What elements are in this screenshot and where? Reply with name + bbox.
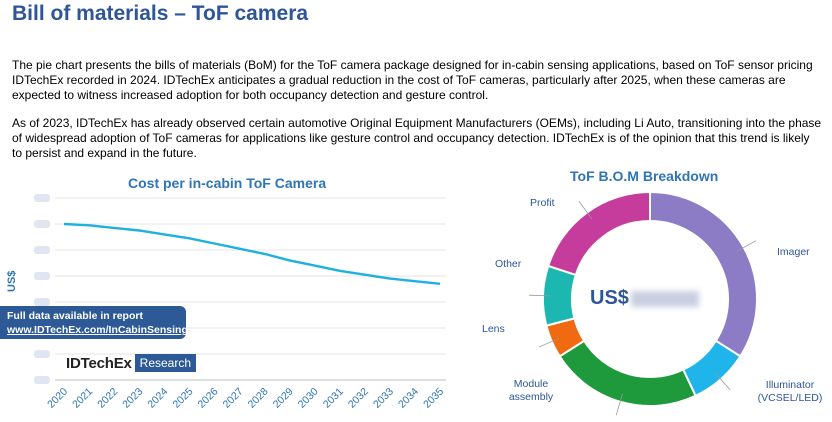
line-chart-title: Cost per in-cabin ToF Camera — [128, 175, 327, 191]
obscured-value — [630, 290, 699, 307]
obscured-y-tick — [34, 194, 50, 202]
leader-line — [715, 372, 731, 391]
x-tick-label: 2034 — [396, 386, 421, 411]
x-tick-label: 2027 — [221, 386, 246, 411]
x-tick-label: 2028 — [246, 386, 271, 411]
x-tick-label: 2031 — [321, 386, 346, 411]
leader-line — [529, 294, 552, 297]
banner-text: Full data available in report — [7, 310, 143, 322]
center-currency: US$ — [590, 287, 629, 309]
cost-line-chart: 2020 2021 2022 2023 2024 2025 2026 2027 2028 2029… — [34, 194, 446, 411]
logo-research: Research — [134, 354, 197, 372]
pie-chart-title: ToF B.O.M Breakdown — [570, 168, 719, 184]
x-tick-label: 2022 — [95, 386, 120, 411]
oem-paragraph: As of 2023, IDTechEx has already observe… — [12, 116, 822, 160]
cost-series-line — [63, 222, 441, 285]
donut-slice — [546, 190, 651, 277]
label-other: Other — [495, 258, 522, 270]
idtechex-logo: IDTechEx Research — [66, 354, 197, 372]
obscured-y-tick — [34, 220, 50, 228]
donut-slice — [558, 339, 697, 407]
x-tick-label: 2024 — [145, 386, 170, 411]
y-axis-label: US$ — [6, 270, 18, 292]
x-tick-label: 2029 — [271, 386, 296, 411]
label-lens: Lens — [482, 323, 505, 335]
obscured-y-tick — [34, 350, 50, 358]
x-tick-label: 2026 — [196, 386, 221, 411]
label-profit: Profit — [530, 197, 555, 209]
leader-line — [615, 393, 623, 416]
obscured-y-tick — [34, 272, 50, 280]
x-tick-label: 2032 — [346, 386, 371, 411]
page-title: Bill of materials – ToF camera — [12, 2, 309, 25]
x-tick-label: 2030 — [296, 386, 321, 411]
report-link[interactable]: www.IDTechEx.com/InCabinSensing — [7, 324, 188, 336]
bom-donut-chart — [529, 190, 758, 416]
x-tick-label: 2035 — [421, 386, 446, 411]
full-data-banner[interactable]: Full data available in report www.IDTech… — [0, 306, 188, 339]
obscured-y-tick — [34, 298, 50, 306]
label-module-assembly: Module assembly — [508, 378, 554, 403]
x-tick-label: 2023 — [120, 386, 145, 411]
leader-line — [538, 337, 560, 348]
leader-line — [578, 200, 593, 220]
leader-line — [736, 240, 757, 252]
donut-slice — [649, 190, 758, 358]
logo-brand: IDTechEx — [66, 354, 132, 372]
obscured-y-tick — [34, 246, 50, 254]
label-illuminator: Illuminator (VCSEL/LED) — [757, 379, 823, 404]
x-tick-label: 2020 — [45, 386, 70, 411]
label-imager: Imager — [777, 246, 810, 258]
pie-center-label: US$ — [590, 287, 699, 310]
x-tick-label: 2021 — [70, 386, 95, 411]
intro-paragraph: The pie chart presents the bills of mate… — [12, 58, 813, 102]
x-tick-label: 2025 — [170, 386, 195, 411]
obscured-y-tick — [34, 376, 50, 384]
x-tick-label: 2033 — [371, 386, 396, 411]
